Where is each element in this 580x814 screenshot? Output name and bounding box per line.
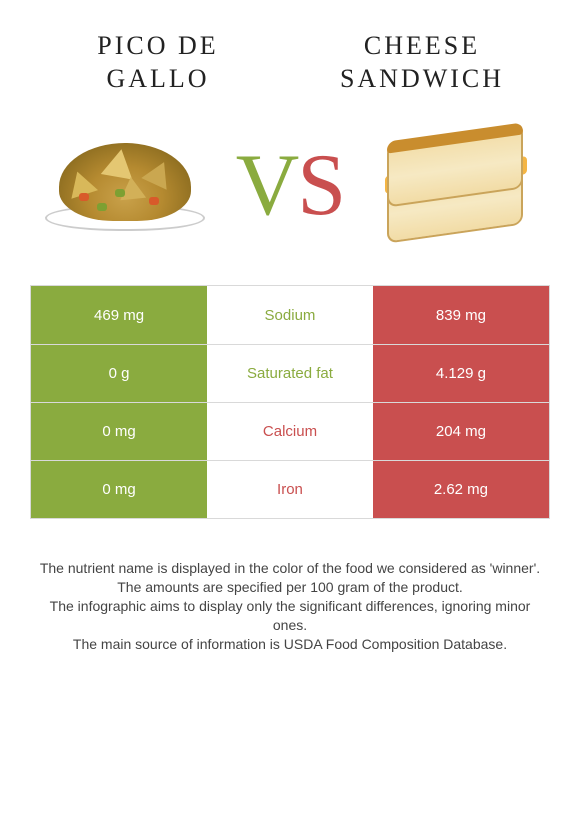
table-row: 469 mgSodium839 mg — [31, 286, 549, 344]
footnote-line: The nutrient name is displayed in the co… — [35, 559, 545, 578]
table-row: 0 mgIron2.62 mg — [31, 460, 549, 518]
cell-nutrient-label: Iron — [207, 461, 373, 518]
vs-s: S — [297, 137, 344, 234]
cell-left-value: 0 g — [31, 345, 207, 402]
footnote-line: The main source of information is USDA F… — [35, 635, 545, 654]
table-row: 0 gSaturated fat4.129 g — [31, 344, 549, 402]
cell-left-value: 0 mg — [31, 403, 207, 460]
table-row: 0 mgCalcium204 mg — [31, 402, 549, 460]
pico-de-gallo-icon — [45, 135, 205, 235]
cell-left-value: 0 mg — [31, 461, 207, 518]
cell-right-value: 2.62 mg — [373, 461, 549, 518]
cell-right-value: 4.129 g — [373, 345, 549, 402]
footnotes: The nutrient name is displayed in the co… — [20, 559, 560, 653]
cell-nutrient-label: Saturated fat — [207, 345, 373, 402]
footnote-line: The amounts are specified per 100 gram o… — [35, 578, 545, 597]
cell-right-value: 204 mg — [373, 403, 549, 460]
vs-label: VS — [236, 135, 345, 236]
vs-v: V — [236, 137, 298, 234]
title-right: CHEESE SANDWICH — [314, 30, 530, 95]
vs-row: VS — [20, 125, 560, 245]
footnote-line: The infographic aims to display only the… — [35, 597, 545, 635]
cheese-sandwich-icon — [375, 130, 535, 240]
titles-row: PICO DE GALLO CHEESE SANDWICH — [20, 30, 560, 95]
nutrient-table: 469 mgSodium839 mg0 gSaturated fat4.129 … — [30, 285, 550, 519]
title-left: PICO DE GALLO — [50, 30, 266, 95]
food-image-right — [370, 125, 540, 245]
cell-nutrient-label: Sodium — [207, 286, 373, 344]
cell-left-value: 469 mg — [31, 286, 207, 344]
food-image-left — [40, 125, 210, 245]
cell-right-value: 839 mg — [373, 286, 549, 344]
cell-nutrient-label: Calcium — [207, 403, 373, 460]
infographic: PICO DE GALLO CHEESE SANDWICH VS 4 — [0, 0, 580, 814]
